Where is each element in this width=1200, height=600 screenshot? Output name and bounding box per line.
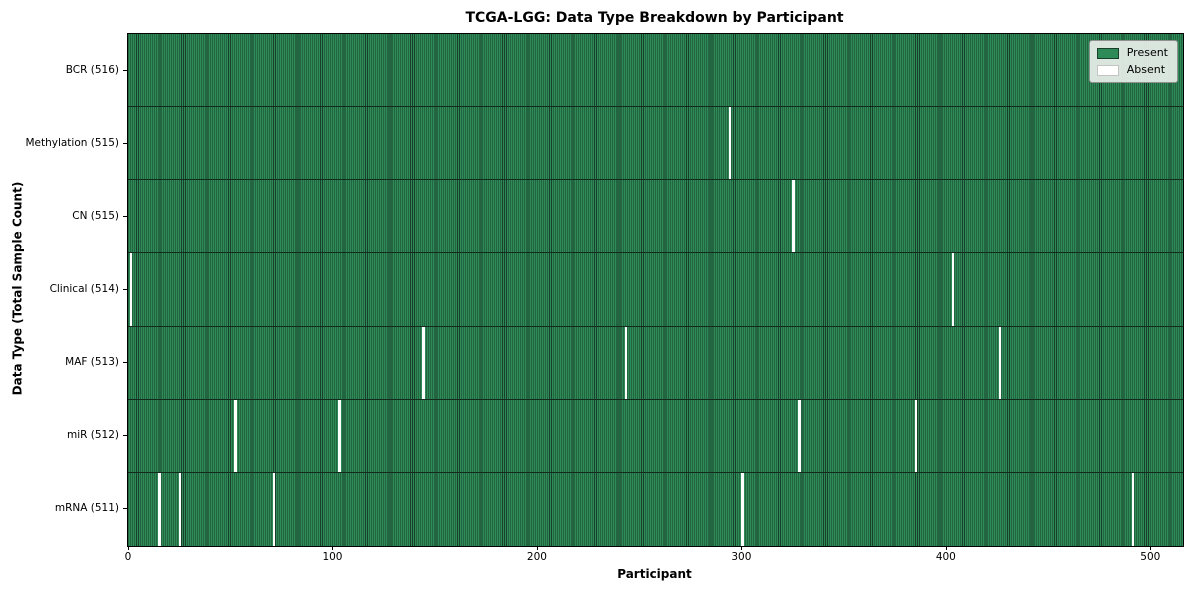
heatmap-row-CN xyxy=(128,180,1183,254)
y-tick-label: BCR (516) xyxy=(65,63,119,76)
legend: Present Absent xyxy=(1088,40,1178,83)
x-tick-mark xyxy=(536,546,538,550)
heatmap-row-Clinical xyxy=(128,253,1183,327)
absent-gap xyxy=(624,326,628,399)
absent-gap xyxy=(728,107,732,180)
absent-gap xyxy=(951,253,955,326)
heatmap-row-Methylation xyxy=(128,107,1183,181)
x-tick-label: 400 xyxy=(935,551,956,563)
x-tick-mark xyxy=(741,546,743,550)
y-tick-label: mRNA (511) xyxy=(54,502,119,515)
legend-label-present: Present xyxy=(1126,46,1168,59)
legend-label-absent: Absent xyxy=(1126,63,1166,76)
y-tick-mark xyxy=(123,362,127,364)
absent-gap xyxy=(338,399,341,472)
plot-area: Present Absent xyxy=(127,33,1184,547)
absent-gap xyxy=(422,326,425,399)
absent-gap xyxy=(1131,472,1135,546)
y-tick-mark xyxy=(123,508,127,510)
absent-gap xyxy=(234,399,237,472)
y-tick-label: CN (515) xyxy=(72,209,119,222)
y-tick-label: miR (512) xyxy=(66,429,119,442)
heatmap-row-mRNA xyxy=(128,472,1183,546)
y-tick-label: Clinical (514) xyxy=(49,283,119,295)
y-tick-mark xyxy=(123,142,127,144)
absent-gap xyxy=(741,472,744,546)
legend-swatch-absent-icon xyxy=(1096,64,1119,76)
x-tick-label: 500 xyxy=(1140,551,1161,563)
y-tick-label: Methylation (515) xyxy=(25,136,119,149)
x-tick-label: 100 xyxy=(322,551,343,563)
legend-item-present: Present xyxy=(1096,46,1168,59)
x-tick-mark xyxy=(332,546,334,550)
y-tick-mark xyxy=(123,69,127,71)
x-tick-mark xyxy=(1150,546,1152,550)
y-tick-mark xyxy=(123,435,127,437)
chart-title: TCGA-LGG: Data Type Breakdown by Partici… xyxy=(465,10,844,26)
absent-gap xyxy=(129,253,133,326)
heatmap-row-BCR xyxy=(128,34,1183,108)
absent-gap xyxy=(158,472,161,546)
x-axis-title: Participant xyxy=(617,567,692,581)
x-tick-label: 0 xyxy=(124,551,132,563)
x-tick-label: 200 xyxy=(526,551,547,563)
absent-gap xyxy=(914,399,918,472)
absent-gap xyxy=(798,399,801,472)
x-tick-mark xyxy=(128,546,130,550)
absent-gap xyxy=(998,326,1002,399)
y-tick-label: MAF (513) xyxy=(65,356,119,369)
y-tick-mark xyxy=(123,215,127,217)
absent-gap xyxy=(178,472,182,546)
x-tick-label: 300 xyxy=(731,551,752,563)
legend-item-absent: Absent xyxy=(1096,63,1168,76)
legend-swatch-present-icon xyxy=(1096,47,1119,59)
x-tick-mark xyxy=(945,546,947,550)
heatmap-row-miR xyxy=(128,399,1183,473)
absent-gap xyxy=(792,180,795,253)
heatmap-row-MAF xyxy=(128,326,1183,400)
absent-gap xyxy=(272,472,276,546)
y-tick-mark xyxy=(123,289,127,290)
